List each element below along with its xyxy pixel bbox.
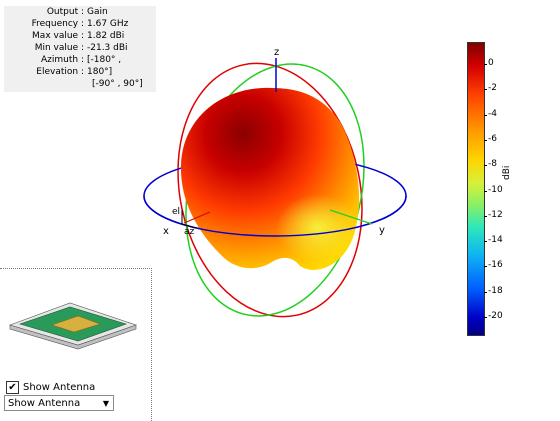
colorbar <box>467 42 485 336</box>
patch <box>51 315 101 333</box>
show-antenna-toggle[interactable]: ✔ Show Antenna <box>6 381 95 394</box>
info-row-max: Max value : 1.82 dBi <box>4 30 156 42</box>
info-label: Output : <box>46 7 84 17</box>
info-value: Gain <box>87 7 108 17</box>
colorbar-tick: 0 <box>484 58 494 68</box>
chevron-down-icon[interactable]: ▼ <box>102 398 110 408</box>
show-antenna-label: Show Antenna <box>23 382 96 393</box>
x-axis <box>183 211 211 224</box>
info-value: 1.67 GHz <box>87 19 129 29</box>
info-label: Elevation : <box>36 67 84 77</box>
colorbar-tick: -10 <box>484 184 503 195</box>
pattern-highlight <box>276 194 360 262</box>
info-row-frequency: Frequency : 1.67 GHz <box>4 18 156 30</box>
info-label: Azimuth : <box>41 55 84 65</box>
colorbar-tick: -8 <box>484 159 497 170</box>
y-axis-label: y <box>379 225 385 236</box>
blue-circle-front <box>143 195 407 237</box>
colorbar-tick: -16 <box>484 260 503 271</box>
display-dropdown[interactable]: Show Antenna ▼ <box>4 395 114 411</box>
colorbar-tick: -12 <box>484 209 503 220</box>
red-circle <box>177 62 363 318</box>
colorbar-tick: -20 <box>484 311 503 321</box>
info-value: -21.3 dBi <box>87 43 128 53</box>
z-axis-label: z <box>274 47 279 58</box>
info-continuation: [-90° , 90°] <box>92 79 143 89</box>
info-label: Min value : <box>34 43 84 53</box>
x-axis-label: x <box>163 226 169 237</box>
az-label: az <box>184 227 195 237</box>
colorbar-tick: -4 <box>484 108 497 119</box>
info-row-min: Min value : -21.3 dBi <box>4 42 156 54</box>
info-row-elevation: Elevation : 180°] <box>4 66 156 78</box>
colorbar-unit: dBi <box>502 165 512 180</box>
info-label: Frequency : <box>31 19 84 29</box>
colorbar-tick: -6 <box>484 133 497 144</box>
az-axis <box>181 223 197 229</box>
info-value: 1.82 dBi <box>87 31 125 41</box>
info-value: [-180° , <box>87 55 122 65</box>
antenna-preview <box>9 302 137 350</box>
info-panel: Output : Gain Frequency : 1.67 GHz Max v… <box>4 6 156 92</box>
show-antenna-checkbox[interactable]: ✔ <box>6 381 19 394</box>
info-label: Max value : <box>32 31 84 41</box>
info-value: 180°] <box>87 67 113 77</box>
dropdown-value: Show Antenna <box>8 397 81 409</box>
el-label: el <box>172 207 180 217</box>
check-icon: ✔ <box>8 381 17 393</box>
colorbar-tick: -2 <box>484 83 497 94</box>
colorbar-tick: -14 <box>484 235 503 246</box>
info-row-output: Output : Gain <box>4 6 156 18</box>
y-axis <box>329 209 373 225</box>
info-row-azimuth: Azimuth : [-180° , <box>4 54 156 66</box>
antenna-preview-panel <box>0 268 152 421</box>
colorbar-tick: -18 <box>484 285 503 296</box>
